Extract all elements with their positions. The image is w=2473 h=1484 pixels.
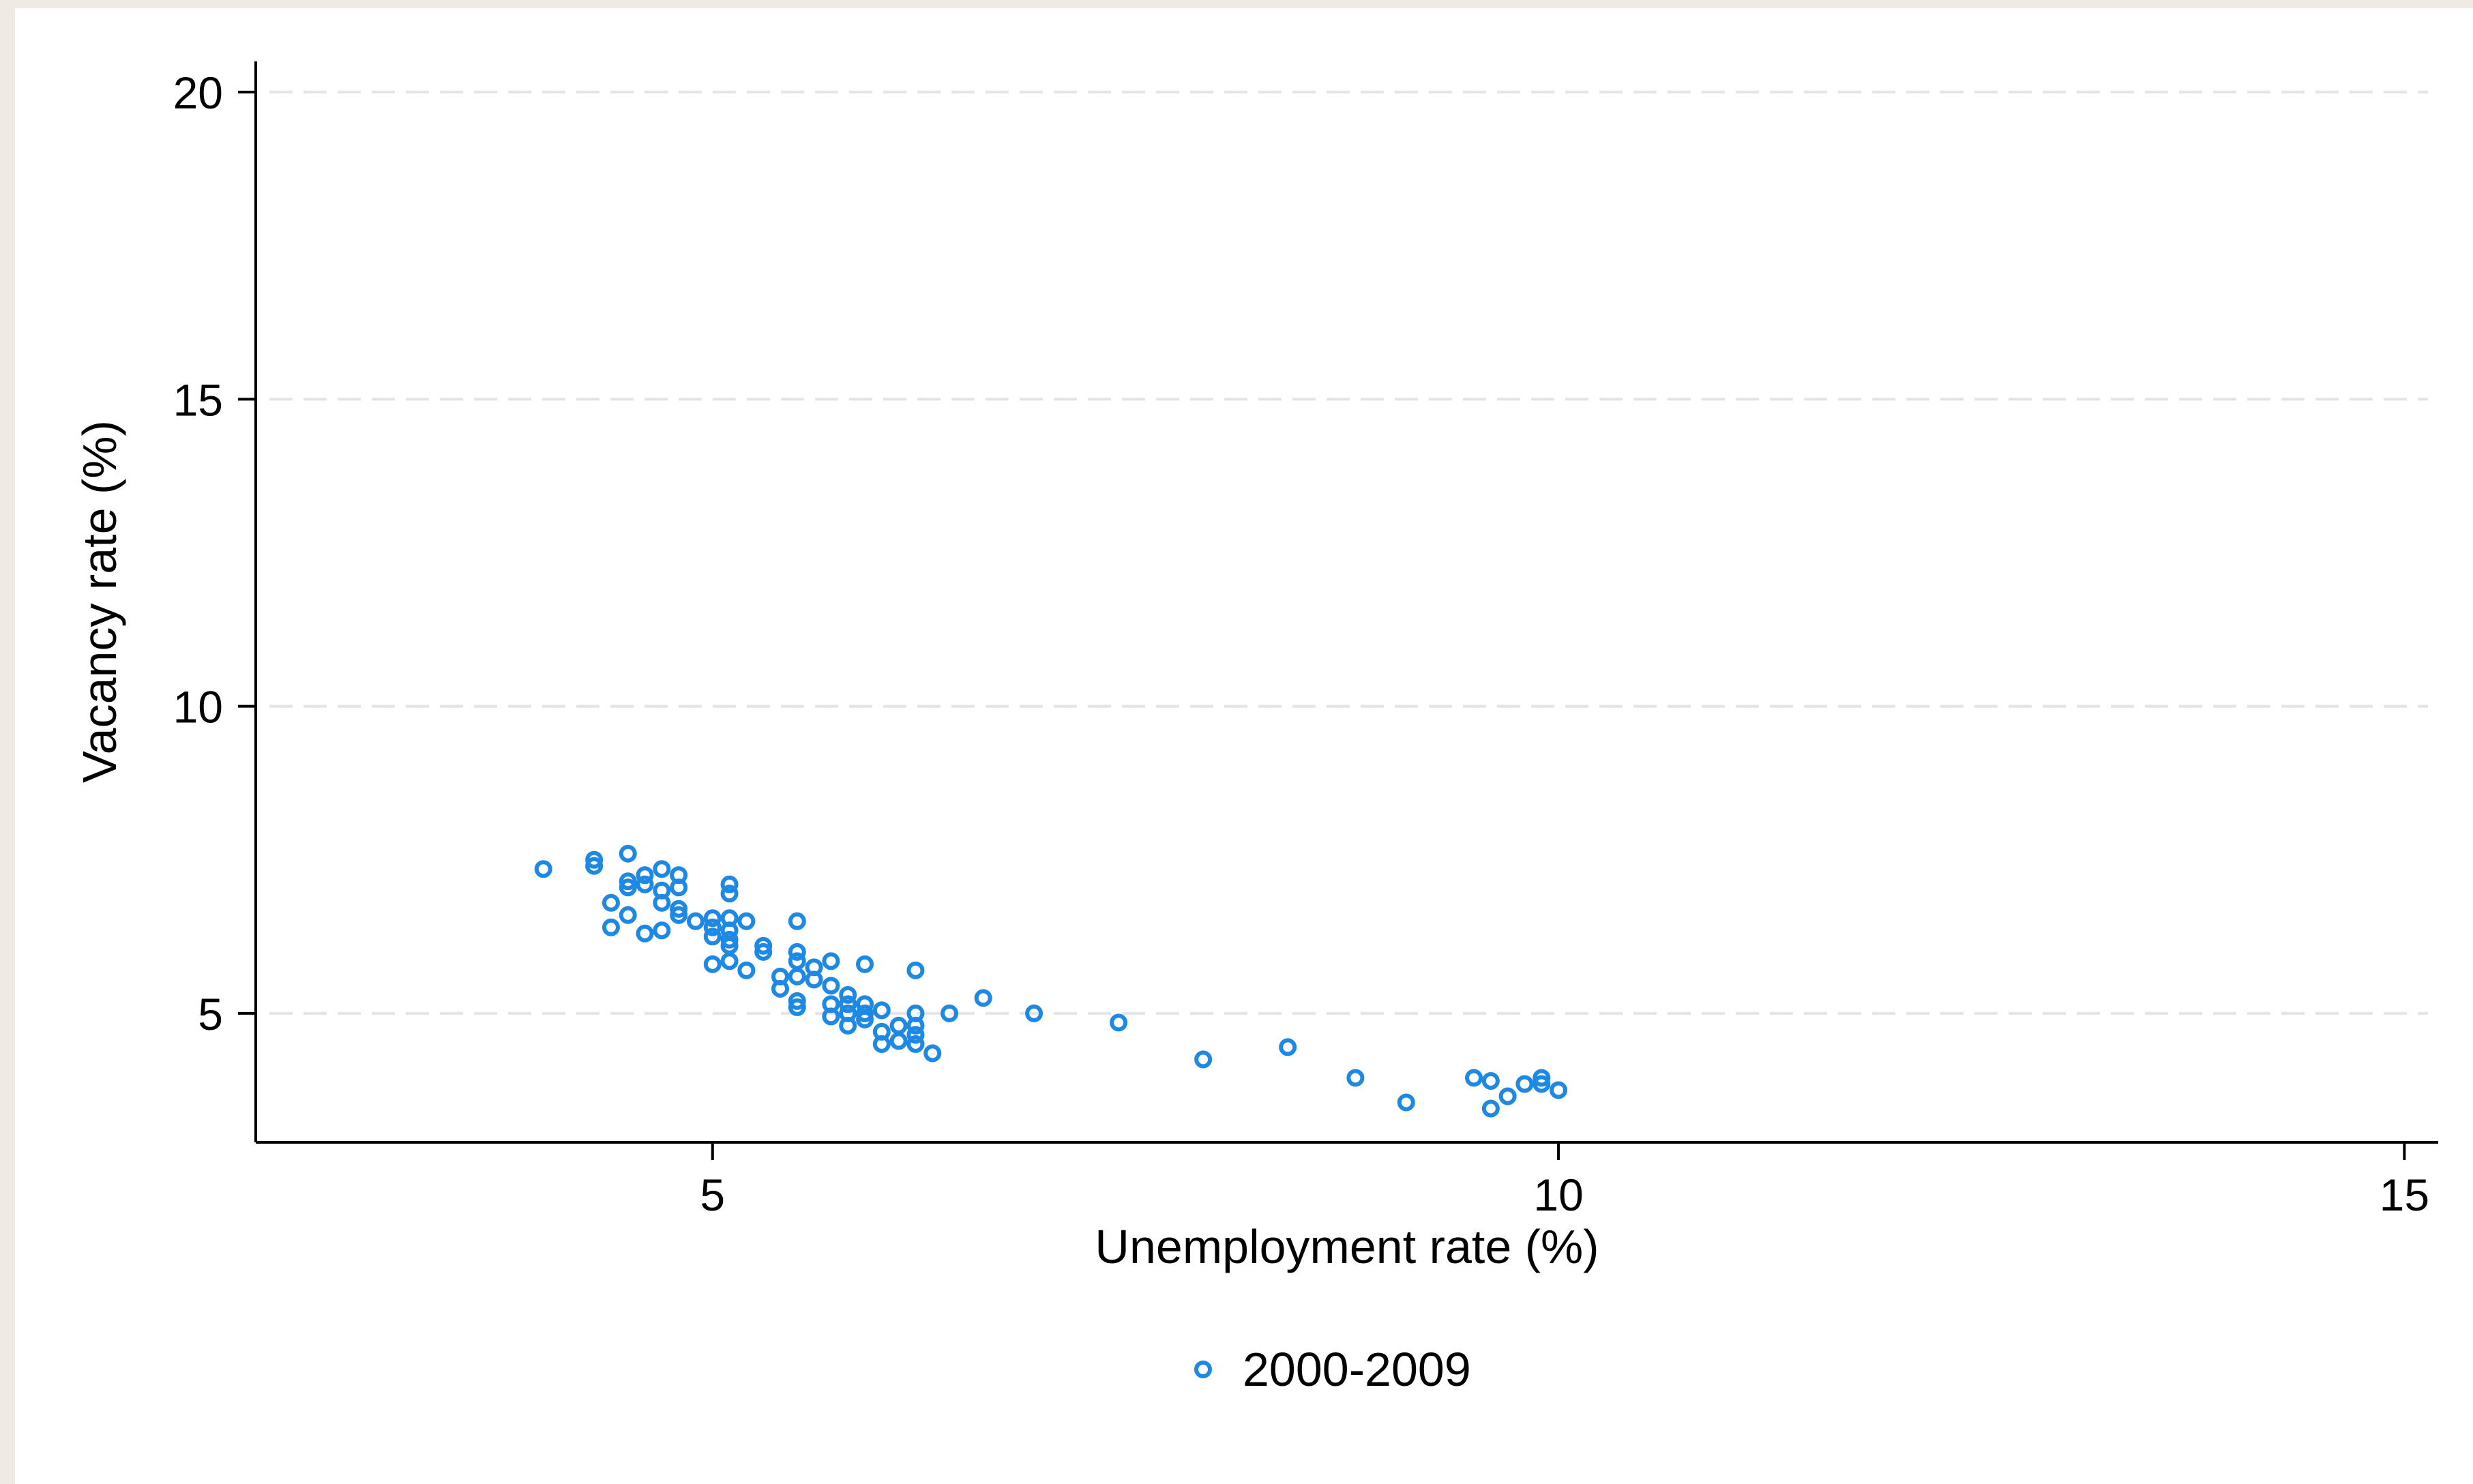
x-tick-label: 10: [1533, 1170, 1583, 1220]
grid-lines: [269, 91, 2428, 1015]
data-point: [703, 909, 722, 928]
data-point: [1110, 1013, 1128, 1032]
y-tick-label: 20: [173, 68, 223, 118]
data-point: [788, 998, 806, 1016]
data-point: [720, 885, 739, 903]
chart-frame: 5 10 15 20 5 10 15 Unemployment rate (%) Vacan…: [15, 8, 2473, 1484]
axis-ticks: 5 10 15 20 5 10 15: [173, 68, 2430, 1220]
data-point: [822, 952, 840, 970]
data-point: [1279, 1038, 1297, 1056]
data-point: [906, 1035, 925, 1053]
data-point: [653, 860, 671, 878]
data-point: [754, 943, 773, 961]
data-point: [1025, 1004, 1043, 1022]
data-point: [585, 850, 604, 869]
data-point: [754, 936, 773, 955]
data-point: [619, 844, 637, 863]
y-axis-title: Vacancy rate (%): [73, 420, 126, 783]
data-point: [822, 977, 840, 995]
data-point: [941, 1004, 959, 1022]
data-point: [1397, 1093, 1415, 1112]
data-point: [839, 1016, 857, 1035]
data-point: [856, 1004, 874, 1022]
axes: [254, 61, 2438, 1144]
x-axis-title: Unemployment rate (%): [1095, 1220, 1599, 1273]
data-point: [619, 878, 637, 897]
data-point: [619, 872, 637, 891]
data-point: [703, 928, 722, 946]
data-point: [670, 900, 688, 918]
data-point: [653, 921, 671, 940]
data-point: [771, 979, 789, 998]
y-tick-label: 10: [173, 682, 223, 732]
data-point: [1481, 1071, 1500, 1090]
x-tick-label: 15: [2380, 1170, 2429, 1220]
data-point: [872, 1035, 891, 1053]
data-point: [1515, 1075, 1534, 1093]
data-point: [703, 918, 722, 936]
data-point: [923, 1044, 942, 1063]
legend: 2000-2009: [1194, 1343, 1471, 1396]
data-point: [1194, 1050, 1213, 1069]
data-points: [534, 844, 1568, 1118]
data-point: [1550, 1081, 1568, 1099]
data-point: [1532, 1069, 1551, 1087]
data-point: [670, 878, 688, 897]
data-point: [788, 943, 806, 961]
data-point: [805, 970, 823, 989]
data-point: [788, 992, 806, 1010]
data-point: [856, 955, 874, 973]
y-tick-label: 15: [173, 374, 223, 425]
data-point: [1532, 1075, 1551, 1093]
x-tick-label: 5: [700, 1170, 725, 1220]
data-point: [1481, 1099, 1500, 1118]
data-point: [585, 857, 604, 875]
data-point: [534, 860, 552, 878]
data-point: [839, 985, 857, 1004]
scatter-chart: 5 10 15 20 5 10 15 Unemployment rate (%) Vacan…: [73, 61, 2438, 1396]
data-point: [686, 912, 705, 930]
data-point: [703, 955, 722, 973]
data-point: [636, 875, 654, 893]
data-point: [653, 893, 671, 912]
y-tick-label: 5: [198, 989, 223, 1039]
data-point: [906, 961, 925, 979]
data-point: [1346, 1069, 1365, 1087]
data-point: [1465, 1069, 1483, 1087]
data-point: [602, 893, 620, 912]
data-point: [619, 906, 637, 924]
data-point: [822, 1007, 840, 1026]
data-point: [720, 930, 739, 949]
data-point: [670, 906, 688, 924]
data-point: [872, 1001, 891, 1020]
data-point: [856, 1010, 874, 1028]
data-point: [737, 912, 756, 930]
data-point: [788, 967, 806, 985]
data-point: [974, 989, 992, 1007]
data-point: [906, 1016, 925, 1035]
legend-marker: [1194, 1361, 1212, 1378]
data-point: [889, 1016, 908, 1035]
data-point: [788, 952, 806, 970]
legend-label: 2000-2009: [1243, 1343, 1471, 1396]
data-point: [720, 875, 739, 893]
data-point: [720, 952, 739, 970]
data-point: [889, 1032, 908, 1050]
data-point: [839, 995, 857, 1013]
data-point: [1498, 1087, 1517, 1105]
data-point: [737, 961, 756, 979]
data-point: [788, 912, 806, 930]
data-point: [906, 1026, 925, 1044]
data-point: [602, 918, 620, 936]
data-point: [636, 924, 654, 943]
data-point: [636, 866, 654, 885]
